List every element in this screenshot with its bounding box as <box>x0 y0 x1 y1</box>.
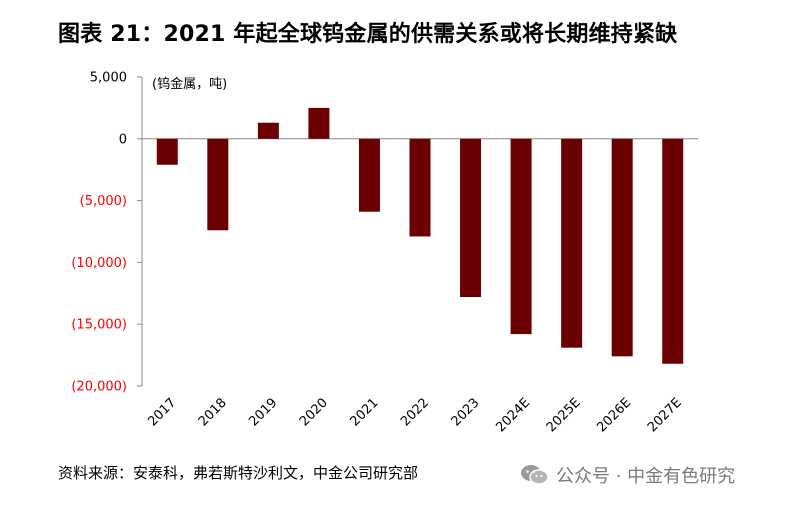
bar-2023 <box>460 138 482 298</box>
y-axis-unit-label: (钨金属，吨) <box>152 76 227 92</box>
bar-2024E <box>510 138 532 335</box>
x-tick-label: 2021 <box>347 395 381 429</box>
x-tick-label: 2017 <box>145 395 179 429</box>
y-tick-label: (5,000) <box>80 194 127 209</box>
x-tick-label: 2018 <box>196 395 230 429</box>
x-tick-label: 2023 <box>449 395 483 429</box>
bar-2026E <box>611 138 633 357</box>
y-tick-label: 0 <box>119 132 127 147</box>
x-tick-label: 2022 <box>398 395 432 429</box>
x-tick-label: 2027E <box>645 395 685 435</box>
y-axis: 5,000 0 (5,000) (10,000) (15,000) (20,000) <box>71 71 143 395</box>
y-tick-label: (10,000) <box>71 256 127 271</box>
x-tick-label: 2024E <box>493 395 533 435</box>
bars <box>156 107 684 364</box>
bar-2021 <box>358 138 380 212</box>
source-note: 资料来源：安泰科，弗若斯特沙利文，中金公司研究部 <box>58 464 419 482</box>
wechat-icon <box>521 465 549 485</box>
bar-2020 <box>308 107 330 139</box>
watermark: 公众号 · 中金有色研究 <box>520 462 735 488</box>
y-tick-label: (20,000) <box>71 380 127 395</box>
bar-2022 <box>409 138 431 237</box>
x-tick-label: 2019 <box>246 395 280 429</box>
y-tick-label: (15,000) <box>71 318 127 333</box>
chart-title: 图表 21：2021 年起全球钨金属的供需关系或将长期维持紧缺 <box>58 22 678 47</box>
watermark-text: 公众号 · 中金有色研究 <box>556 466 736 487</box>
bar-2027E <box>662 138 684 364</box>
bar-2025E <box>561 138 583 348</box>
x-tick-label: 2020 <box>297 395 331 429</box>
bar-2019 <box>257 122 279 139</box>
bar-2018 <box>207 138 229 231</box>
x-tick-label: 2025E <box>544 395 584 435</box>
y-tick-label: 5,000 <box>90 71 127 86</box>
x-tick-label: 2026E <box>594 395 634 435</box>
bar-2017 <box>156 138 178 165</box>
